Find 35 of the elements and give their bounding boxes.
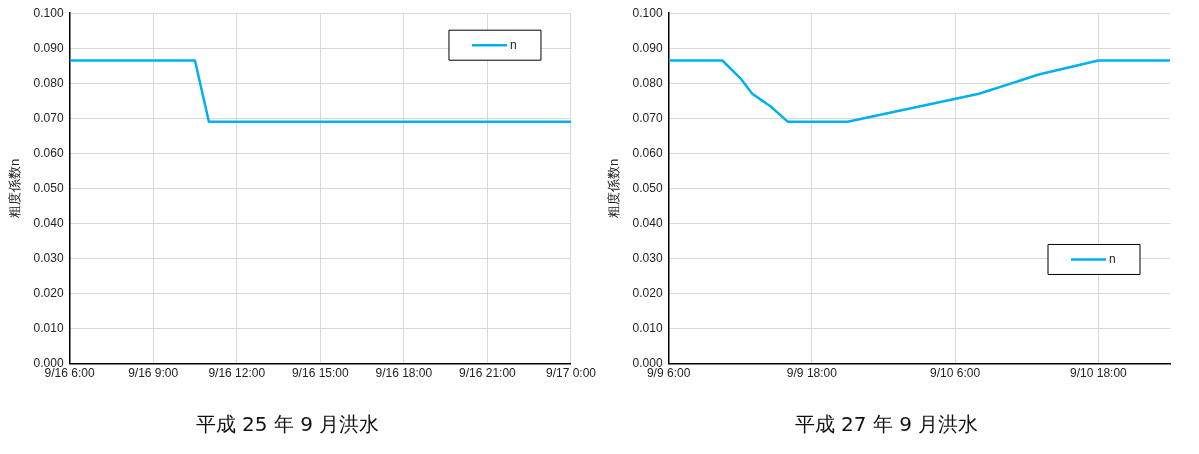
x-tick-label: 9/16 12:00: [208, 366, 266, 381]
y-tick-label: 0.030: [632, 250, 663, 265]
x-tick-label: 9/16 15:00: [291, 366, 349, 381]
text: 平成 25 年 9 月洪水: [195, 412, 380, 437]
y-tick-label: 0.050: [632, 180, 663, 195]
y-tick-label: 0.040: [33, 215, 64, 230]
y-tick-label: 0.010: [33, 320, 64, 335]
legend-label: n: [1109, 251, 1116, 266]
y-tick-label: 0.020: [632, 285, 663, 300]
y-tick-label: 0.090: [33, 40, 64, 55]
y-tick-label: 0.090: [632, 40, 663, 55]
x-tick-label: 9/9 18:00: [786, 366, 838, 381]
y-tick-label: 0.100: [33, 5, 64, 20]
y-tick-label: 0.020: [33, 285, 64, 300]
y-tick-label: 0.080: [632, 75, 663, 90]
y-tick-label: 0.060: [33, 145, 64, 160]
x-tick-label: 9/16 21:00: [459, 366, 517, 381]
x-tick-label: 9/10 18:00: [1070, 366, 1128, 381]
legend-label: n: [509, 37, 517, 52]
y-tick-label: 0.040: [632, 215, 663, 230]
x-tick-label: 9/17 0:00: [545, 366, 597, 381]
y-tick-label: 0.050: [33, 180, 64, 195]
text: 平成 27 年 9 月洪水: [794, 412, 979, 437]
y-axis-title: 粗度係数n: [606, 158, 622, 219]
y-tick-label: 0.030: [33, 250, 64, 265]
y-tick-label: 0.100: [632, 5, 663, 20]
y-tick-label: 0.070: [33, 110, 64, 125]
y-axis-title: 粗度係数n: [7, 158, 23, 219]
x-tick-label: 9/16 18:00: [375, 366, 433, 381]
y-tick-label: 0.080: [33, 75, 64, 90]
y-tick-label: 0.060: [632, 145, 663, 160]
y-tick-label: 0.010: [632, 320, 663, 335]
x-tick-label: 9/10 6:00: [930, 366, 981, 381]
y-tick-label: 0.070: [632, 110, 663, 125]
x-tick-label: 9/16 9:00: [128, 366, 179, 381]
